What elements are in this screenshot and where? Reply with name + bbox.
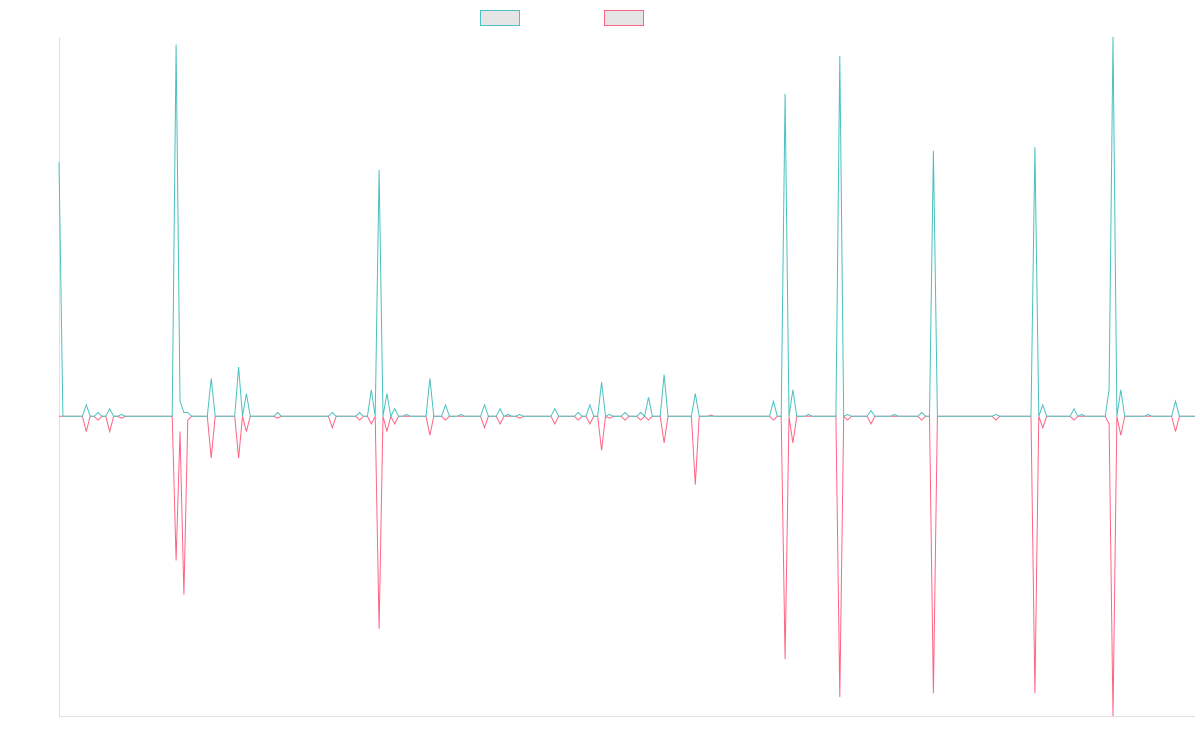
series-line-2: [59, 414, 1195, 717]
series-line-1: [58, 36, 1195, 418]
legend-swatch-series-2[interactable]: [604, 10, 644, 26]
legend-swatch-series-1[interactable]: [480, 10, 520, 26]
